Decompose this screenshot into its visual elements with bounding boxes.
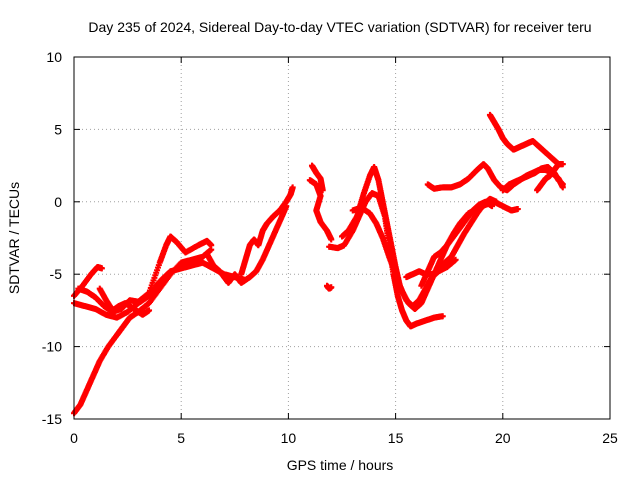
data-point	[208, 242, 215, 249]
grid	[74, 57, 610, 419]
y-tick-label: 5	[54, 121, 62, 137]
series-track-15	[418, 198, 496, 289]
series-track-6	[203, 203, 290, 286]
data-point	[146, 307, 153, 314]
x-tick-label: 25	[602, 430, 618, 446]
series-track-9	[306, 177, 335, 243]
y-tick-label: 0	[54, 194, 62, 210]
data-point	[328, 236, 335, 243]
y-tick-label: -10	[42, 339, 62, 355]
x-tick-label: 10	[281, 430, 297, 446]
data-point	[555, 161, 562, 168]
y-tick-label: 10	[46, 49, 62, 65]
series-track-10	[323, 282, 335, 292]
series-track-18	[499, 164, 566, 194]
axis-ticks: 0 5 10 15 20 25 -15 -10 -5 0 5 10	[42, 49, 618, 446]
series-track-19	[534, 161, 562, 194]
x-tick-label: 15	[388, 430, 404, 446]
x-tick-label: 20	[495, 430, 511, 446]
data-point	[489, 203, 496, 210]
data-point	[439, 313, 446, 320]
plot-frame	[73, 56, 611, 420]
y-axis-label: SDTVAR / TECUs	[6, 182, 22, 294]
x-tick-label: 0	[70, 430, 78, 446]
series-track-11	[326, 190, 446, 330]
y-tick-label: -5	[50, 266, 63, 282]
data-point	[559, 181, 566, 188]
data-point	[289, 184, 296, 191]
data-point	[98, 265, 105, 272]
y-tick-label: -15	[42, 411, 62, 427]
data-point	[493, 198, 500, 205]
series-track-7	[238, 184, 296, 278]
data-point	[328, 284, 335, 291]
series-track-5	[96, 285, 153, 318]
series-track-17	[486, 111, 566, 168]
chart-title: Day 235 of 2024, Sidereal Day-to-day VTE…	[88, 19, 591, 35]
x-axis-label: GPS time / hours	[287, 457, 394, 473]
series-track-1	[71, 246, 215, 417]
series-track-4	[75, 233, 215, 315]
data-points	[71, 111, 566, 417]
x-tick-label: 5	[177, 430, 185, 446]
data-point	[514, 206, 521, 213]
data-point	[452, 256, 459, 263]
